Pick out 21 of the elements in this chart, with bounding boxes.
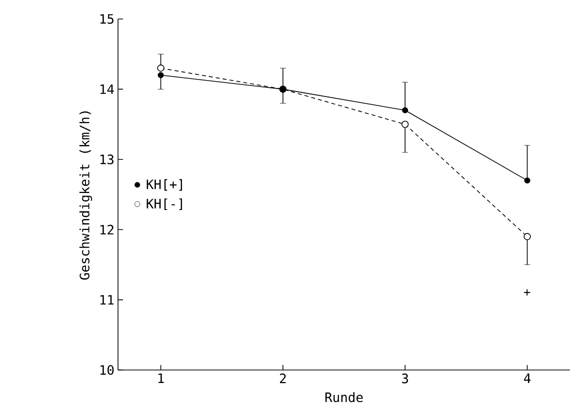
x-tick-label: 1 [158, 374, 164, 383]
annotation: + [524, 289, 530, 296]
y-tick-label: 13 [100, 154, 114, 164]
point [524, 177, 530, 184]
y-axis-title: Geschwindigkeit (km/h) [79, 111, 92, 280]
x-tick-label: 2 [280, 374, 286, 384]
x-tick-label: 3 [402, 374, 408, 384]
y-tick-label: 10 [100, 365, 114, 375]
y-tick-label: 15 [100, 14, 114, 24]
legend-label: KH[-] [146, 198, 182, 210]
y-tick-label: 12 [100, 224, 114, 234]
legend-label: KH[+] [146, 179, 182, 191]
point [402, 107, 408, 114]
x-tick-label: 4 [524, 374, 531, 383]
point [524, 233, 531, 240]
y-tick-label: 11 [100, 295, 114, 305]
point [157, 64, 164, 72]
point [158, 72, 164, 78]
y-tick-label: 14 [100, 84, 114, 94]
x-axis-title: Runde [325, 392, 363, 402]
point [401, 120, 409, 128]
